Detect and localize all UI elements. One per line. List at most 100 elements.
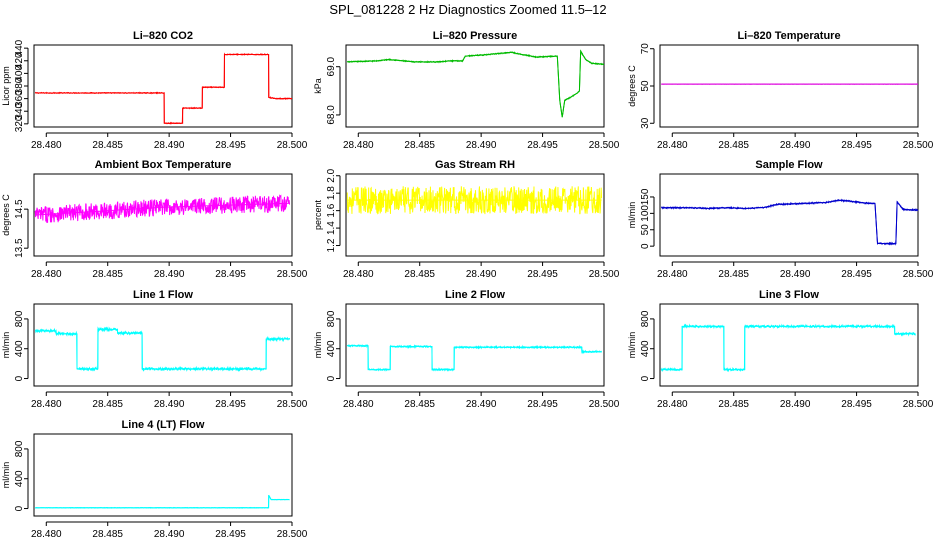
y-tick-label: 69.0 [326,57,337,77]
y-tick-label: 440 [14,39,25,56]
y-tick-label: 14.5 [14,199,25,219]
x-tick-label: 28.490 [466,399,497,410]
chart-title: Sample Flow [755,159,823,171]
y-tick-label: 100 [640,205,651,222]
plot-frame [33,173,293,257]
x-tick-label: 28.500 [903,269,934,280]
chart-title: Ambient Box Temperature [95,159,232,171]
plot-frame [33,433,293,517]
x-axis: 28.480 28.485 28.490 28.495 28.500 [343,132,620,151]
plot-frame [345,303,605,387]
chart-title: Line 3 Flow [759,289,819,301]
x-tick-label: 28.485 [404,399,435,410]
y-tick-label: 380 [14,77,25,94]
x-tick-label: 28.490 [154,399,185,410]
x-axis: 28.480 28.485 28.490 28.495 28.500 [657,132,934,151]
y-axis-label: degrees C [1,194,11,236]
x-tick-label: 28.500 [903,140,934,151]
y-tick-label: 800 [640,310,651,327]
y-tick-label: 50 [640,80,651,92]
chart-title: Line 1 Flow [133,289,193,301]
y-tick-label: 800 [14,310,25,327]
x-tick-label: 28.485 [404,269,435,280]
data-series-steps [347,345,602,371]
x-tick-label: 28.500 [277,529,308,540]
x-tick-label: 28.490 [780,140,811,151]
x-tick-label: 28.500 [589,269,620,280]
chart-panel: Sample Flow 28.480 28.485 28.490 28.495 28.50… [627,159,934,280]
x-tick-label: 28.485 [718,269,749,280]
x-axis: 28.480 28.485 28.490 28.495 28.500 [31,261,308,280]
x-tick-label: 28.500 [277,399,308,410]
y-tick-label: 0 [640,375,651,381]
chart-title: Line 2 Flow [445,289,505,301]
y-tick-label: 360 [14,90,25,107]
y-tick-label: 400 [326,340,337,357]
x-axis: 28.480 28.485 28.490 28.495 28.500 [31,132,308,151]
x-axis: 28.480 28.485 28.490 28.495 28.500 [343,391,620,410]
x-tick-label: 28.480 [343,269,374,280]
chart-panel: Li–820 CO2 28.480 28.485 28.490 28.495 28.500… [1,30,308,151]
x-tick-label: 28.485 [718,399,749,410]
x-tick-label: 28.480 [657,399,688,410]
x-axis: 28.480 28.485 28.490 28.495 28.500 [343,261,620,280]
chart-panel: Line 4 (LT) Flow 28.480 28.485 28.490 28.495… [1,419,308,540]
chart-panel: Line 2 Flow 28.480 28.485 28.490 28.495 28.50… [313,289,620,410]
y-tick-label: 0 [14,375,25,381]
x-axis: 28.480 28.485 28.490 28.495 28.500 [657,391,934,410]
x-tick-label: 28.500 [589,399,620,410]
x-tick-label: 28.480 [31,269,62,280]
y-tick-label: 13.5 [14,238,25,258]
x-tick-label: 28.495 [841,399,872,410]
data-series-steps [661,325,916,371]
chart-title: Li–820 CO2 [133,30,193,42]
x-tick-label: 28.480 [31,529,62,540]
y-tick-label: 50 [640,224,651,236]
y-tick-label: 800 [14,440,25,457]
y-tick-label: 800 [326,310,337,327]
y-axis: 1.2 1.4 1.6 1.8 2.0 percent [313,168,341,252]
x-tick-label: 28.495 [841,269,872,280]
x-tick-label: 28.500 [277,140,308,151]
y-tick-label: 1.6 [326,203,337,217]
chart-title: Gas Stream RH [435,159,515,171]
plot-frame [33,303,293,387]
x-tick-label: 28.485 [404,140,435,151]
x-axis: 28.480 28.485 28.490 28.495 28.500 [657,261,934,280]
plot-frame [659,173,919,257]
x-tick-label: 28.495 [527,269,558,280]
x-tick-label: 28.485 [92,399,123,410]
chart-panel: Ambient Box Temperature 28.480 28.485 28.49… [1,159,308,280]
y-tick-label: 68.0 [326,105,337,125]
y-tick-label: 1.4 [326,221,337,235]
chart-title: Li–820 Temperature [737,30,840,42]
y-tick-label: 400 [14,470,25,487]
x-tick-label: 28.480 [343,140,374,151]
x-tick-label: 28.480 [31,140,62,151]
y-axis-label: ml/min [1,462,11,489]
y-tick-label: 400 [14,65,25,82]
x-axis: 28.480 28.485 28.490 28.495 28.500 [31,391,308,410]
y-axis-label: ml/min [627,202,637,229]
chart-title: Li–820 Pressure [433,30,517,42]
data-series-steps [35,53,292,124]
y-axis-label: Licor ppm [1,66,11,106]
y-tick-label: 320 [14,115,25,132]
figure-title: SPL_081228 2 Hz Diagnostics Zoomed 11.5–… [329,2,606,17]
x-tick-label: 28.485 [92,269,123,280]
x-tick-label: 28.490 [154,529,185,540]
y-tick-label: 400 [14,340,25,357]
x-tick-label: 28.485 [718,140,749,151]
x-axis: 28.480 28.485 28.490 28.495 28.500 [31,521,308,540]
x-tick-label: 28.490 [780,269,811,280]
y-tick-label: 70 [640,43,651,55]
y-tick-label: 340 [14,102,25,119]
data-series-steps [35,202,290,216]
x-tick-label: 28.500 [903,399,934,410]
